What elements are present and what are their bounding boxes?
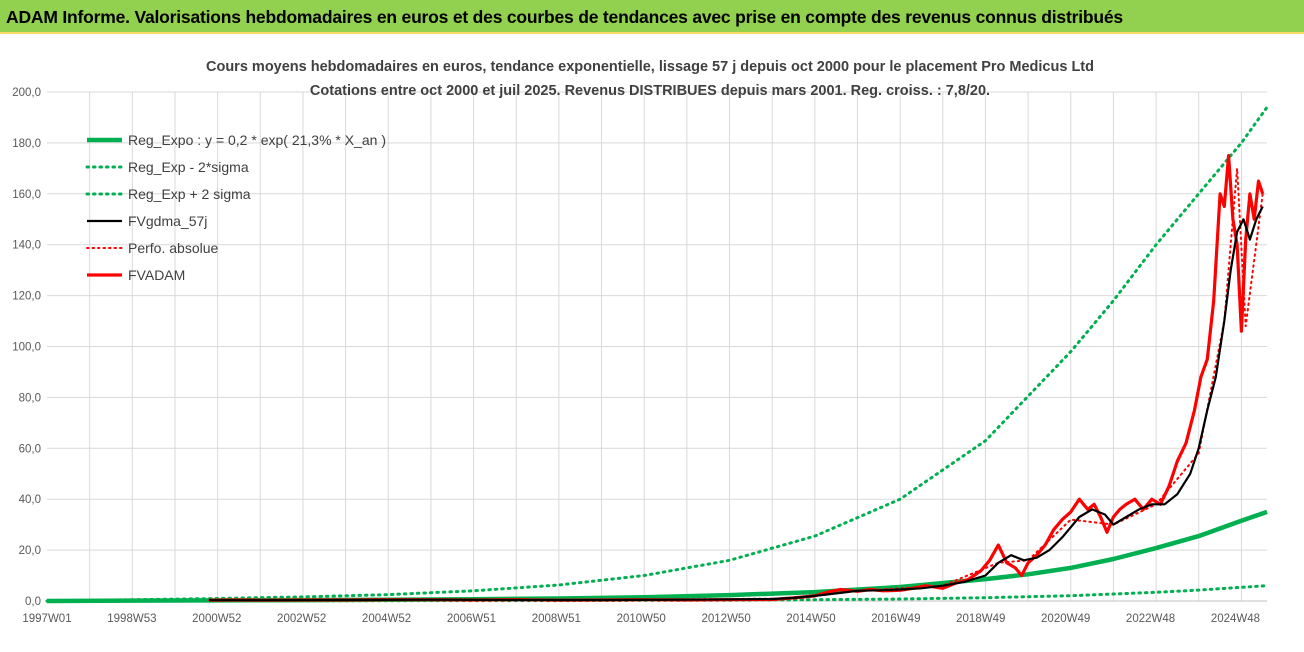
y-tick-label: 20,0: [19, 545, 41, 557]
legend-fvgdma: FVgdma_57j: [87, 213, 207, 229]
y-tick-label: 0,0: [25, 596, 41, 608]
chart-title: Cours moyens hebdomadaires en euros, ten…: [206, 59, 1094, 75]
x-tick-label: 2024W48: [1211, 613, 1260, 625]
legend: Reg_Expo : y = 0,2 * exp( 21,3% * X_an )…: [85, 132, 386, 283]
axes: 0,0 20,0 40,0 60,0 80,0 100,0 120,0 140,0 160,0 1…: [12, 87, 1267, 625]
x-tick-label: 2022W48: [1126, 613, 1175, 625]
x-tick-label: 1997W01: [22, 613, 71, 625]
y-tick-label: 160,0: [12, 189, 41, 201]
x-tick-label: 2012W50: [701, 613, 750, 625]
header-banner: ADAM Informe. Valorisations hebdomadaire…: [0, 0, 1304, 34]
legend-label: Reg_Exp + 2 sigma: [128, 186, 251, 202]
legend-label: FVgdma_57j: [128, 213, 207, 229]
legend-reg-expo: Reg_Expo : y = 0,2 * exp( 21,3% * X_an ): [87, 132, 386, 148]
legend-label: FVADAM: [128, 267, 185, 283]
y-tick-label: 180,0: [12, 138, 41, 150]
legend-reg-exp-minus: Reg_Exp - 2*sigma: [85, 159, 249, 175]
x-tick-label: 2016W49: [871, 613, 920, 625]
chart-container: 0,0 20,0 40,0 60,0 80,0 100,0 120,0 140,0 160,0 1…: [0, 34, 1304, 652]
x-tick-label: 2002W52: [277, 613, 326, 625]
x-tick-label: 1998W53: [107, 613, 156, 625]
y-tick-label: 140,0: [12, 240, 41, 252]
y-tick-label: 60,0: [19, 443, 41, 455]
y-tick-label: 40,0: [19, 494, 41, 506]
series-perfo-absolue: [208, 167, 1264, 602]
chart-subtitle: Cotations entre oct 2000 et juil 2025. R…: [310, 83, 990, 99]
x-tick-label: 2014W50: [786, 613, 835, 625]
x-tick-label: 2000W52: [192, 613, 241, 625]
x-tick-label: 2004W52: [362, 613, 411, 625]
series-layer: [45, 105, 1269, 604]
series-reg-exp-minus: [45, 584, 1269, 603]
x-tick-label: 2006W51: [447, 613, 496, 625]
series-fvadam: [209, 153, 1265, 602]
grid: [47, 91, 1267, 601]
legend-label: Reg_Exp - 2*sigma: [128, 159, 249, 175]
banner-title: ADAM Informe. Valorisations hebdomadaire…: [6, 7, 1123, 27]
y-tick-label: 80,0: [19, 392, 41, 404]
x-tick-label: 2010W50: [617, 613, 666, 625]
x-tick-label: 2020W49: [1041, 613, 1090, 625]
y-tick-label: 100,0: [12, 342, 41, 354]
chart-svg: 0,0 20,0 40,0 60,0 80,0 100,0 120,0 140,0 160,0 1…: [12, 59, 1269, 625]
series-reg-exp-plus: [45, 105, 1269, 603]
legend-fvadam: FVADAM: [87, 267, 185, 283]
legend-reg-exp-plus: Reg_Exp + 2 sigma: [85, 186, 251, 202]
series-fvgdma: [209, 206, 1264, 602]
x-tick-label: 2018W49: [956, 613, 1005, 625]
x-tick-label: 2008W51: [532, 613, 581, 625]
legend-label: Reg_Expo : y = 0,2 * exp( 21,3% * X_an ): [128, 132, 386, 148]
legend-label: Perfo. absolue: [128, 240, 218, 256]
y-tick-label: 120,0: [12, 291, 41, 303]
legend-perfo-absolue: Perfo. absolue: [86, 240, 218, 256]
y-tick-label: 200,0: [12, 87, 41, 99]
series-reg-expo: [46, 509, 1268, 604]
